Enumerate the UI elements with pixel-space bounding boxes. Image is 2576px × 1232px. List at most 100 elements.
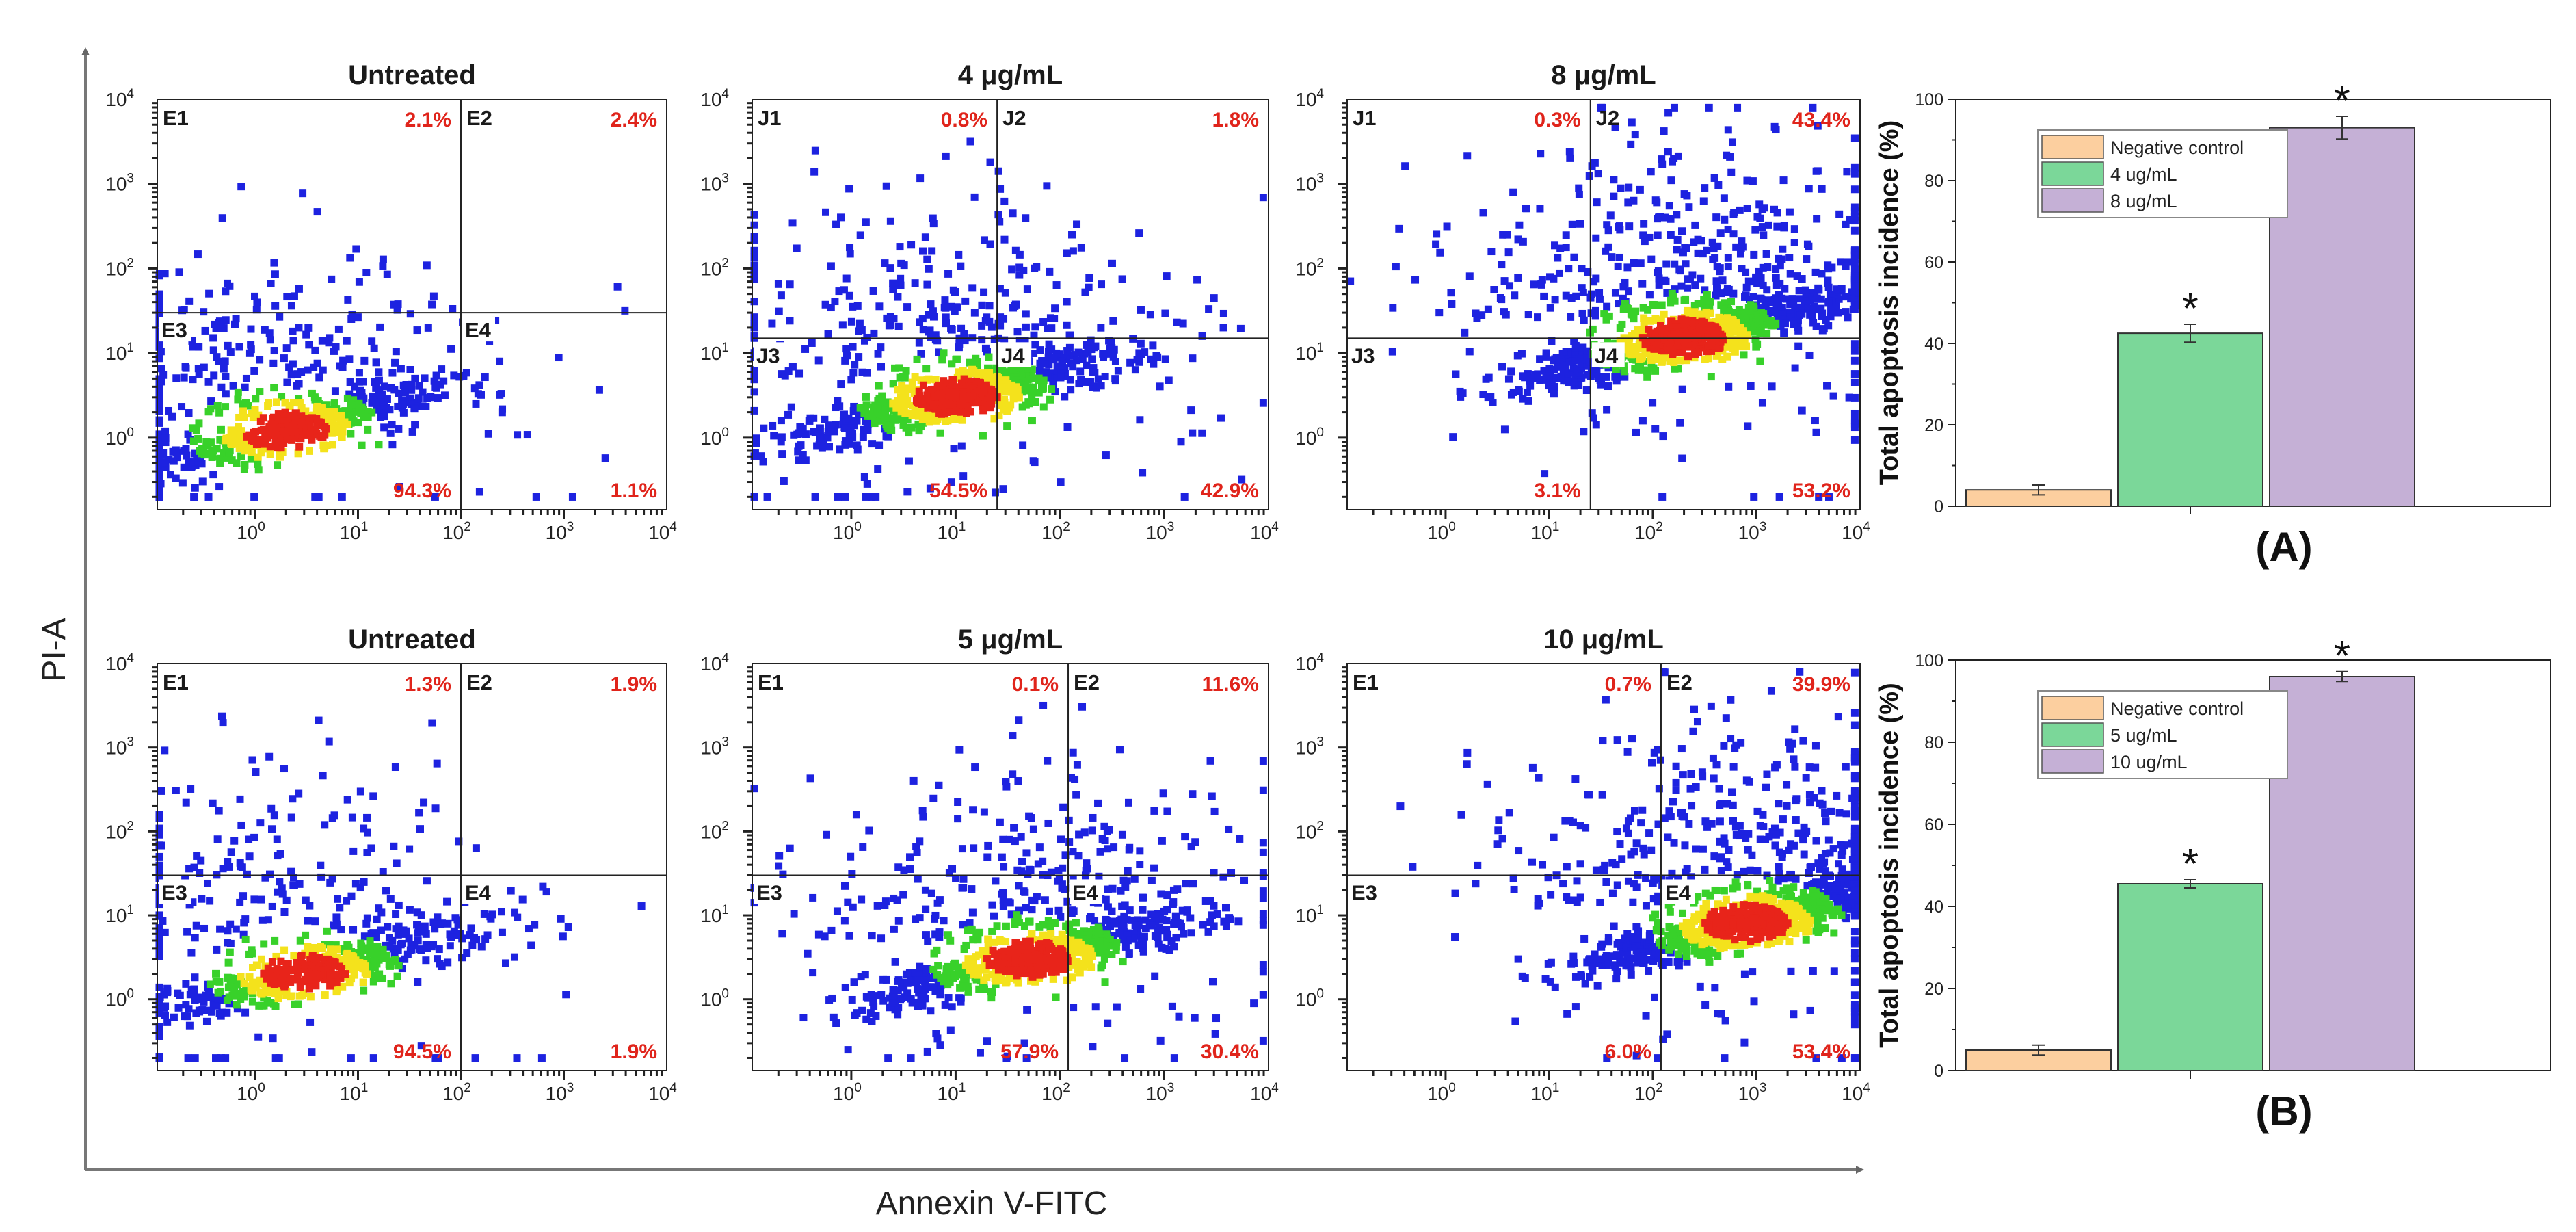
event-point — [935, 397, 943, 406]
event-point — [1433, 230, 1441, 238]
event-point — [308, 1048, 316, 1056]
x-tick-exponent: 4 — [669, 1081, 677, 1095]
event-point — [487, 915, 495, 923]
event-point — [359, 412, 367, 421]
event-point — [269, 999, 278, 1008]
x-tick-exponent: 1 — [1552, 520, 1560, 534]
x-tick-exponent: 2 — [1063, 520, 1070, 534]
event-point — [172, 374, 181, 382]
event-point — [497, 908, 505, 916]
event-point — [1850, 347, 1859, 355]
event-point — [847, 317, 855, 326]
event-point — [187, 949, 196, 957]
event-point — [1119, 936, 1127, 944]
event-point — [1062, 922, 1070, 930]
event-point — [242, 374, 250, 382]
event-point — [827, 262, 835, 270]
event-point — [750, 785, 758, 793]
event-point — [1170, 920, 1178, 928]
event-point — [1564, 369, 1572, 378]
event-point — [1653, 198, 1661, 207]
event-point — [1729, 210, 1738, 218]
event-point — [1682, 244, 1690, 252]
event-point — [240, 993, 248, 1001]
event-point — [349, 847, 358, 855]
event-point — [938, 356, 946, 364]
event-point — [294, 1000, 302, 1008]
event-point — [784, 367, 793, 376]
event-point — [501, 959, 509, 967]
event-point — [455, 837, 463, 846]
event-point — [258, 916, 267, 924]
event-point — [265, 329, 274, 337]
event-point — [1610, 192, 1618, 200]
event-point — [1121, 882, 1130, 891]
event-point — [1779, 176, 1788, 185]
event-point — [1006, 373, 1014, 382]
event-point — [395, 483, 403, 491]
event-point — [347, 892, 356, 900]
event-point — [1161, 355, 1169, 363]
event-point — [845, 440, 853, 448]
event-point — [327, 946, 335, 954]
event-point — [182, 798, 190, 807]
event-point — [750, 261, 758, 270]
event-point — [321, 991, 329, 999]
event-point — [919, 326, 927, 334]
event-point — [1504, 375, 1513, 383]
event-point — [912, 915, 920, 923]
event-point — [280, 765, 289, 773]
event-point — [1208, 792, 1216, 800]
event-point — [335, 962, 343, 971]
event-point — [1620, 366, 1628, 374]
event-point — [875, 382, 883, 390]
event-point — [364, 425, 372, 434]
event-point — [1198, 429, 1206, 437]
event-point — [780, 477, 788, 485]
event-point — [907, 995, 915, 1003]
event-point — [1106, 344, 1114, 352]
event-point — [434, 955, 442, 963]
quadrant-label-ll: J3 — [1351, 343, 1375, 367]
event-point — [302, 931, 310, 939]
event-point — [1028, 393, 1036, 402]
event-point — [1850, 265, 1859, 274]
event-point — [1556, 363, 1564, 371]
event-point — [1152, 917, 1160, 926]
event-point — [1259, 872, 1267, 880]
event-point — [821, 300, 829, 309]
event-point — [921, 886, 929, 894]
event-point — [1682, 260, 1690, 268]
event-point — [1795, 311, 1803, 319]
event-point — [281, 408, 289, 417]
event-point — [1777, 310, 1785, 318]
event-point — [1793, 272, 1801, 280]
event-point — [295, 880, 304, 888]
event-point — [929, 410, 937, 418]
y-tick-exponent: 3 — [127, 735, 134, 750]
event-point — [564, 923, 572, 932]
event-point — [1745, 295, 1753, 303]
event-point — [957, 324, 966, 332]
event-point — [295, 285, 303, 293]
event-point — [1790, 320, 1798, 328]
event-point — [751, 449, 759, 457]
event-point — [889, 986, 897, 994]
event-point — [786, 280, 794, 289]
facs-panel-4: 100100101101102102103103104104UntreatedE… — [105, 625, 677, 1104]
event-point — [249, 978, 257, 986]
event-point — [204, 493, 213, 501]
density-points — [750, 701, 1267, 1062]
event-point — [350, 971, 358, 979]
y-tick-label: 101 — [1295, 341, 1324, 364]
event-point — [233, 459, 241, 467]
event-point — [948, 326, 956, 334]
event-point — [204, 879, 212, 887]
event-point — [417, 911, 425, 919]
event-point — [1115, 930, 1124, 938]
y-tick-label: 103 — [105, 735, 134, 759]
event-point — [297, 368, 306, 376]
event-point — [786, 844, 794, 852]
event-point — [1615, 300, 1623, 308]
